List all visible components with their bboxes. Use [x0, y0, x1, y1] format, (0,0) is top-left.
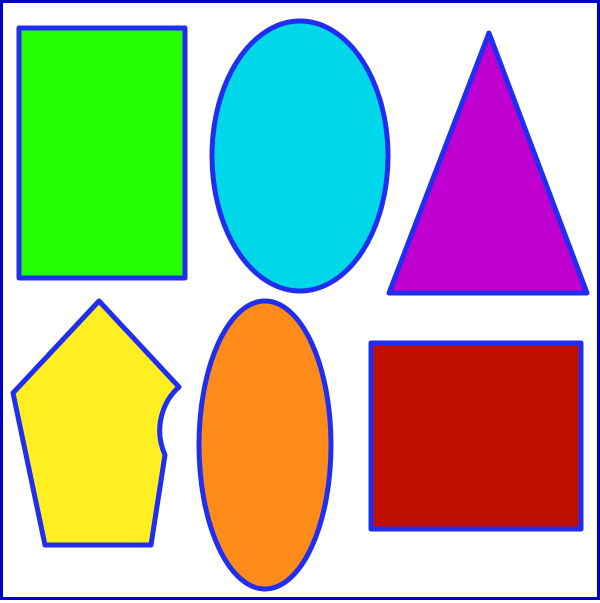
yellow-pentagon	[10, 298, 182, 548]
cyan-ellipse	[209, 18, 391, 294]
shapes-canvas	[10, 18, 590, 592]
green-rectangle	[16, 25, 188, 281]
magenta-triangle	[386, 30, 590, 296]
red-rectangle	[368, 340, 584, 532]
orange-ellipse	[196, 298, 334, 592]
